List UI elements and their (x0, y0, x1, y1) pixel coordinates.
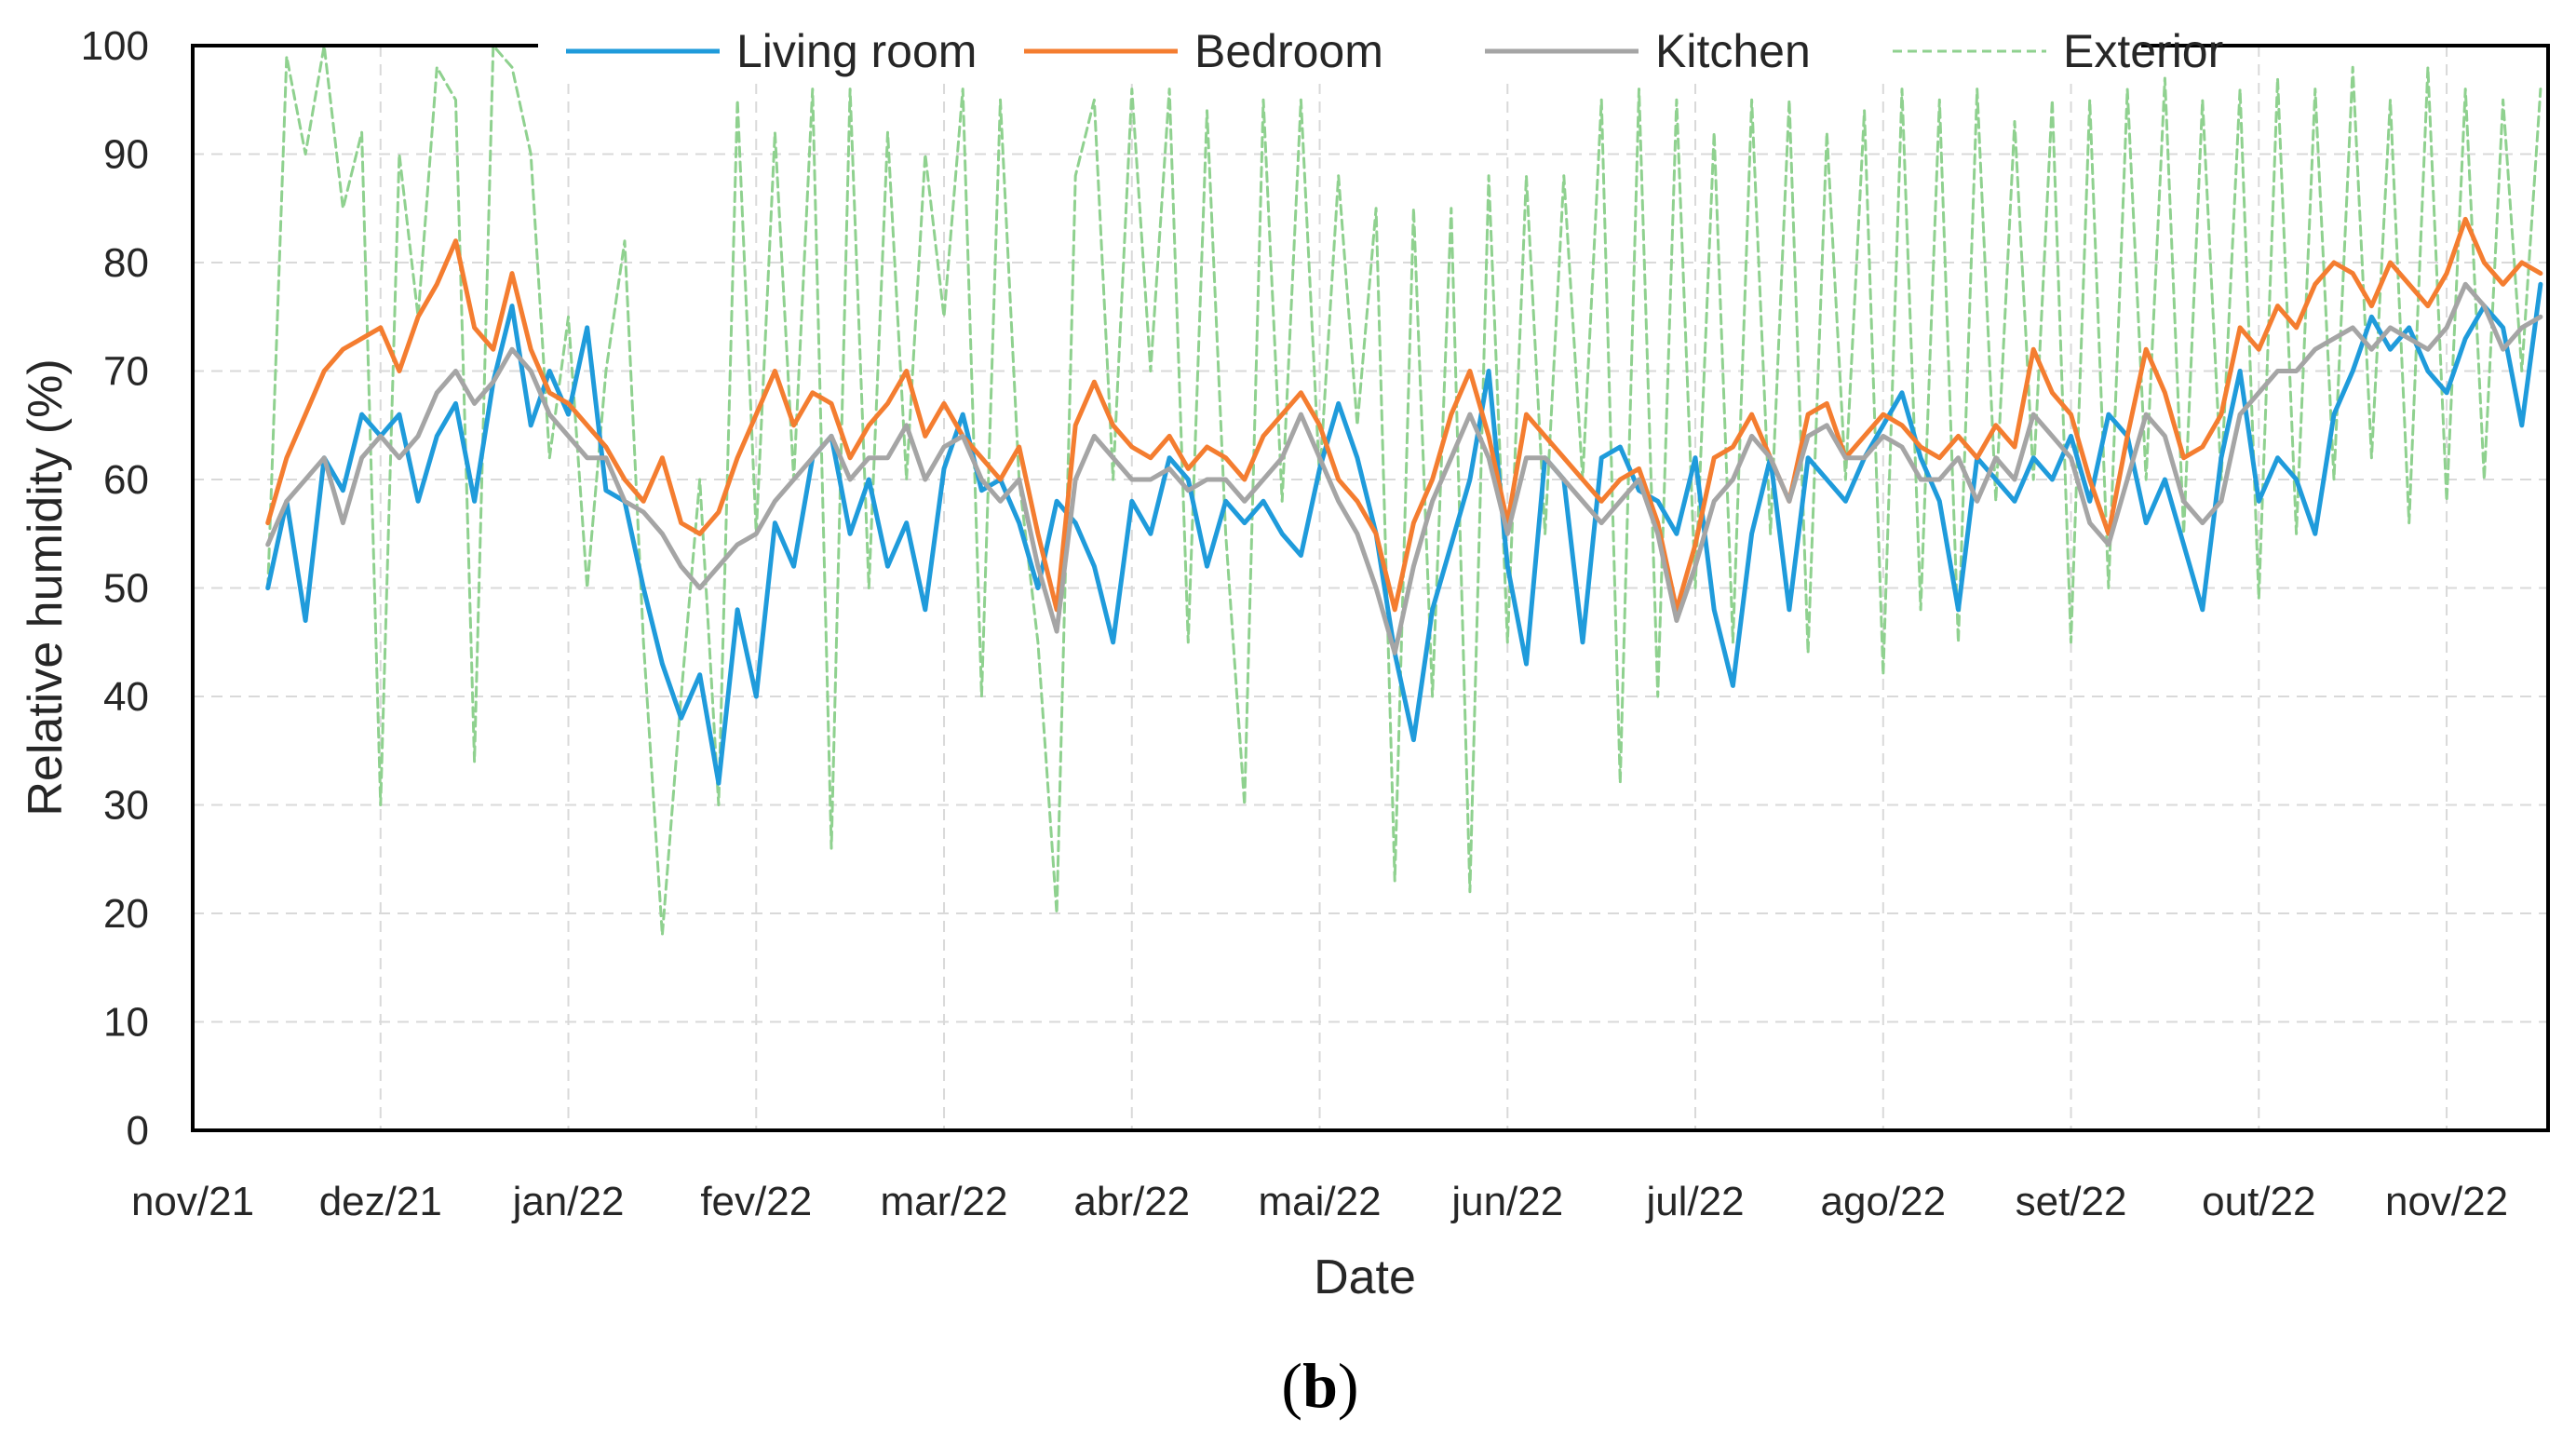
y-tick-label: 50 (103, 566, 149, 612)
legend-label: Living room (736, 25, 977, 77)
x-axis-ticks: nov/21 dez/21 jan/22 fev/22 mar/22 abr/22 mai/… (131, 1179, 2508, 1224)
x-axis-title: Date (1314, 1250, 1416, 1304)
x-tick-label: dez/21 (319, 1179, 442, 1224)
caption-close-paren: ) (1338, 1350, 1359, 1421)
y-tick-label: 90 (103, 132, 149, 178)
legend-background (538, 19, 2141, 84)
x-tick-label: nov/22 (2385, 1179, 2508, 1224)
figure-caption: (b) (1281, 1350, 1358, 1421)
legend-label: Exterior (2063, 25, 2223, 77)
x-tick-label: jun/22 (1450, 1179, 1563, 1224)
x-tick-label: mar/22 (881, 1179, 1008, 1224)
x-tick-label: jan/22 (511, 1179, 625, 1224)
x-tick-label: ago/22 (1821, 1179, 1947, 1224)
y-tick-label: 10 (103, 1000, 149, 1046)
x-tick-label: out/22 (2202, 1179, 2315, 1224)
y-tick-label: 60 (103, 457, 149, 503)
x-tick-label: nov/21 (131, 1179, 254, 1224)
x-tick-label: mai/22 (1258, 1179, 1381, 1224)
y-tick-label: 0 (127, 1108, 149, 1154)
series-line-kitchen (265, 281, 2543, 655)
y-axis-title: Relative humidity (%) (19, 358, 73, 816)
x-tick-label: set/22 (2016, 1179, 2127, 1224)
x-tick-label: jul/22 (1644, 1179, 1744, 1224)
y-tick-label: 80 (103, 240, 149, 286)
caption-label: b (1302, 1350, 1338, 1421)
legend: Living room Bedroom Kitchen Exterior (538, 19, 2223, 84)
y-tick-label: 40 (103, 674, 149, 720)
series-lines (265, 44, 2543, 937)
y-tick-label: 20 (103, 891, 149, 937)
y-tick-label: 100 (81, 23, 149, 69)
caption-open-paren: ( (1281, 1350, 1302, 1421)
y-tick-label: 70 (103, 349, 149, 395)
x-tick-label: fev/22 (700, 1179, 812, 1224)
legend-label: Kitchen (1655, 25, 1811, 77)
series-line-living-room (265, 281, 2543, 786)
y-axis-ticks: 0 10 20 30 40 50 60 70 80 90 100 (81, 23, 149, 1154)
series-line-bedroom (265, 216, 2543, 613)
series-line-exterior (266, 44, 2542, 937)
x-tick-label: abr/22 (1073, 1179, 1190, 1224)
legend-label: Bedroom (1194, 25, 1383, 77)
y-tick-label: 30 (103, 783, 149, 829)
